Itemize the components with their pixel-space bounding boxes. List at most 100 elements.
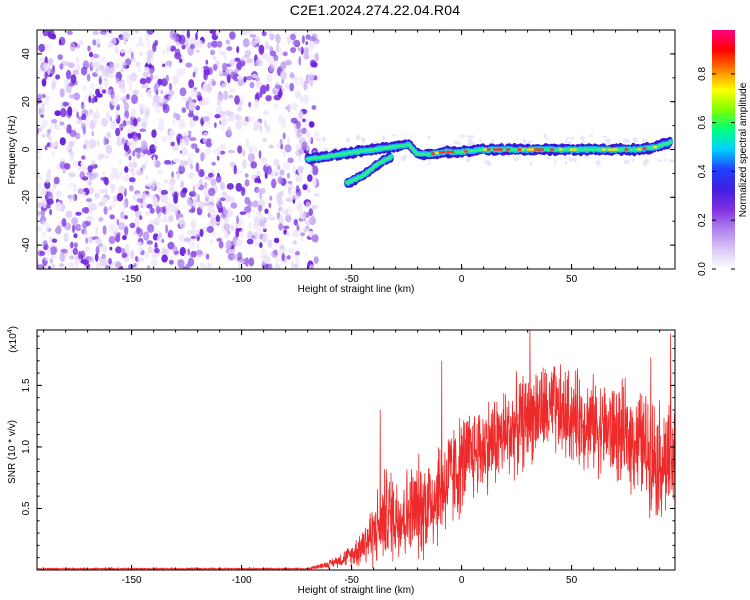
noise-blob bbox=[40, 114, 44, 118]
noise-blob bbox=[83, 229, 89, 239]
noise-blob bbox=[134, 255, 139, 262]
noise-blob bbox=[136, 151, 141, 159]
noise-blob bbox=[130, 249, 134, 260]
noise-blob bbox=[198, 200, 205, 210]
noise-blob bbox=[252, 215, 258, 221]
noise-blob bbox=[45, 222, 50, 231]
noise-blob bbox=[122, 120, 127, 127]
noise-blob bbox=[261, 233, 268, 243]
noise-blob bbox=[257, 231, 261, 240]
noise-blob bbox=[118, 84, 125, 89]
noise-blob bbox=[41, 133, 47, 138]
noise-blob bbox=[228, 94, 234, 99]
noise-blob bbox=[529, 160, 532, 166]
noise-blob bbox=[179, 220, 187, 229]
noise-blob bbox=[101, 117, 108, 127]
noise-blob bbox=[46, 192, 54, 200]
noise-blob bbox=[132, 194, 136, 201]
noise-blob bbox=[53, 176, 60, 185]
noise-blob bbox=[120, 49, 125, 54]
noise-blob bbox=[94, 95, 98, 103]
noise-blob bbox=[205, 96, 211, 105]
secondary-ridge-inner bbox=[389, 155, 393, 159]
noise-blob bbox=[250, 161, 257, 169]
noise-blob bbox=[194, 111, 199, 117]
noise-blob bbox=[89, 138, 97, 149]
noise-blob bbox=[238, 170, 243, 174]
noise-blob bbox=[291, 102, 298, 111]
noise-blob bbox=[360, 137, 366, 141]
noise-blob bbox=[282, 51, 288, 57]
noise-blob bbox=[80, 66, 88, 76]
noise-blob bbox=[131, 30, 135, 35]
noise-blob bbox=[163, 179, 169, 184]
noise-blob bbox=[605, 138, 611, 145]
noise-blob bbox=[141, 84, 149, 89]
noise-blob bbox=[252, 222, 258, 230]
noise-blob bbox=[183, 131, 189, 137]
noise-blob bbox=[47, 128, 51, 134]
noise-blob bbox=[124, 166, 129, 173]
noise-blob bbox=[162, 48, 166, 56]
noise-blob bbox=[240, 187, 246, 197]
noise-blob bbox=[120, 68, 124, 73]
noise-blob bbox=[580, 135, 585, 140]
noise-blob bbox=[187, 197, 192, 204]
noise-blob bbox=[168, 184, 176, 194]
noise-blob bbox=[295, 144, 302, 149]
ridge-hotspot bbox=[505, 148, 511, 151]
noise-blob bbox=[78, 40, 84, 46]
noise-blob bbox=[51, 81, 56, 90]
noise-blob bbox=[62, 101, 69, 107]
noise-blob bbox=[121, 61, 128, 69]
noise-blob bbox=[51, 119, 58, 124]
noise-blob bbox=[69, 151, 74, 157]
noise-blob bbox=[74, 259, 80, 266]
noise-blob bbox=[211, 56, 217, 60]
noise-blob bbox=[313, 256, 319, 264]
noise-blob bbox=[118, 159, 123, 166]
noise-blob bbox=[118, 222, 126, 231]
noise-blob bbox=[301, 127, 307, 135]
noise-blob bbox=[154, 136, 158, 146]
noise-blob bbox=[279, 214, 284, 224]
noise-blob bbox=[91, 98, 95, 104]
noise-blob bbox=[122, 202, 126, 209]
noise-blob bbox=[309, 74, 315, 81]
snr-frame bbox=[36, 329, 676, 571]
noise-blob bbox=[289, 82, 295, 92]
noise-blob bbox=[275, 172, 279, 177]
spectrogram-ridge-layer bbox=[304, 136, 673, 188]
noise-blob bbox=[241, 30, 248, 35]
noise-blob bbox=[261, 31, 267, 37]
noise-blob bbox=[129, 82, 133, 92]
noise-blob bbox=[59, 63, 64, 70]
noise-blob bbox=[303, 227, 308, 233]
noise-blob bbox=[298, 56, 302, 66]
noise-blob bbox=[570, 136, 575, 141]
snr-y-axis-title: SNR (10 * v/v) bbox=[7, 420, 18, 484]
noise-blob bbox=[641, 139, 648, 143]
noise-blob bbox=[182, 67, 187, 75]
noise-blob bbox=[293, 123, 297, 134]
noise-blob bbox=[48, 134, 52, 144]
noise-blob bbox=[266, 125, 271, 134]
noise-blob bbox=[76, 111, 79, 119]
noise-blob bbox=[228, 116, 235, 122]
noise-blob bbox=[78, 250, 82, 260]
noise-blob bbox=[75, 211, 82, 216]
noise-blob bbox=[643, 159, 650, 164]
noise-blob bbox=[278, 247, 283, 257]
noise-blob bbox=[50, 246, 57, 256]
noise-blob bbox=[109, 63, 115, 74]
noise-blob bbox=[41, 103, 45, 114]
noise-blob bbox=[255, 211, 263, 216]
noise-blob bbox=[254, 99, 260, 109]
snr-y-tick-label: 1.5 bbox=[21, 378, 32, 392]
noise-blob bbox=[312, 177, 317, 188]
noise-blob bbox=[139, 78, 147, 85]
noise-blob bbox=[41, 93, 46, 99]
noise-blob bbox=[302, 118, 306, 123]
noise-blob bbox=[102, 30, 110, 33]
noise-blob bbox=[55, 201, 62, 212]
